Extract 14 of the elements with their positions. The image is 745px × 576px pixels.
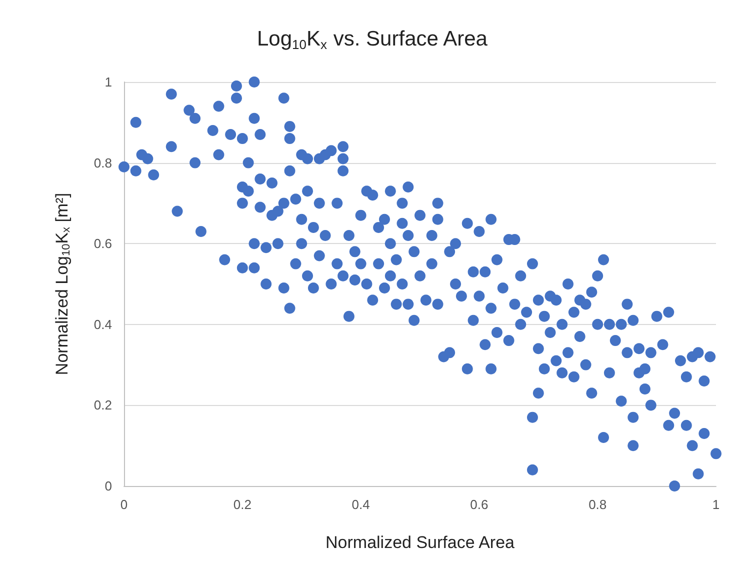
x-tick-label: 1 — [712, 497, 720, 512]
x-tick-label: 0.6 — [470, 497, 488, 512]
y-axis-title: Normalized Log10Kx [m²] — [52, 192, 72, 376]
y-tick-label: 0.8 — [94, 155, 112, 170]
x-tick-label: 0.4 — [352, 497, 370, 512]
x-tick-label: 0 — [120, 497, 128, 512]
y-tick-label: 0.4 — [94, 316, 112, 332]
y-tick-label: 0 — [104, 478, 112, 494]
x-tick-label: 0.2 — [233, 497, 252, 512]
y-tick-label: 1 — [104, 74, 112, 90]
x-tick-label: 0.8 — [588, 497, 607, 512]
y-tick-label: 0.2 — [94, 398, 112, 413]
x-axis-title: Normalized Surface Area — [326, 533, 516, 552]
y-tick-label: 0.6 — [94, 236, 112, 252]
